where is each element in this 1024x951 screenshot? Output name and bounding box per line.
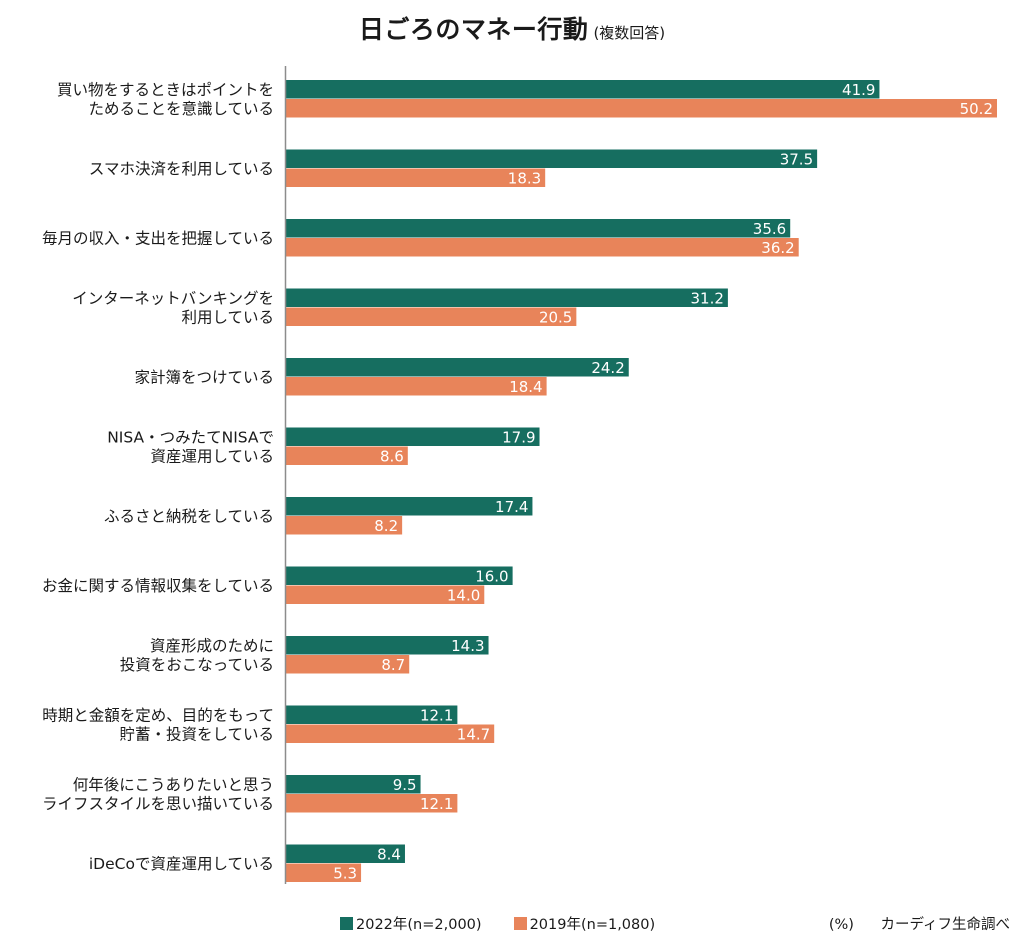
- value-label-2019-1: 18.3: [508, 170, 541, 188]
- bar-2022-10: [286, 775, 421, 794]
- source-note: (%) カーディフ生命調べ: [829, 913, 1010, 934]
- bar-2019-7: [286, 585, 485, 604]
- legend: 2022年(n=2,000) 2019年(n=1,080): [340, 913, 687, 934]
- value-label-2019-11: 5.3: [333, 865, 357, 883]
- bar-2022-5: [286, 427, 540, 446]
- value-label-2022-0: 41.9: [842, 81, 875, 99]
- bar-2019-10: [286, 794, 458, 813]
- value-label-2022-10: 9.5: [393, 776, 417, 794]
- source-label: カーディフ生命調べ: [880, 917, 1010, 933]
- value-label-2022-5: 17.9: [502, 429, 535, 447]
- bar-2022-7: [286, 566, 513, 585]
- bar-2019-6: [286, 516, 403, 535]
- category-label-0-line0: 買い物をするときはポイントを: [57, 81, 274, 99]
- legend-label-2022: 2022年(n=2,000): [356, 917, 482, 933]
- bar-2022-2: [286, 219, 791, 238]
- legend-item-2022: 2022年(n=2,000): [340, 913, 482, 934]
- bar-2022-11: [286, 844, 405, 863]
- category-label-5-line1: 資産運用している: [150, 447, 274, 465]
- bar-2019-0: [286, 99, 997, 118]
- category-label-4: 家計簿をつけている: [134, 368, 274, 386]
- value-label-2019-10: 12.1: [420, 795, 453, 813]
- bars-group: 41.9 50.2 37.5 18.3 35.636.2 31.2 20.5 24.2 18.4…: [286, 80, 997, 883]
- category-label-8-line0: 資産形成のために: [150, 637, 274, 655]
- value-label-2019-3: 20.5: [539, 309, 572, 327]
- bar-2022-0: [286, 80, 880, 99]
- value-label-2019-6: 8.2: [374, 517, 398, 535]
- value-label-2022-9: 12.1: [420, 707, 453, 725]
- bar-2019-5: [286, 446, 408, 465]
- bar-2022-9: [286, 705, 458, 724]
- category-label-8-line1: 投資をおこなっている: [120, 656, 274, 674]
- bar-2022-8: [286, 636, 489, 655]
- chart-title-main: 日ごろのマネー行動: [358, 15, 589, 44]
- bar-2019-4: [286, 377, 547, 396]
- category-label-9-line1: 貯蓄・投資をしている: [119, 725, 274, 743]
- category-label-9-line0: 時期と金額を定め、目的をもって: [42, 706, 274, 724]
- value-label-2019-4: 18.4: [509, 378, 542, 396]
- category-label-1: スマホ決済を利用している: [89, 160, 274, 178]
- bar-2022-3: [286, 288, 728, 307]
- category-label-2: 毎月の収入・支出を把握している: [42, 229, 274, 247]
- category-labels-group: 買い物をするときはポイントをためることを意識しているスマホ決済を利用している毎月…: [42, 81, 274, 873]
- bar-2019-3: [286, 307, 577, 326]
- bar-2022-6: [286, 497, 533, 516]
- legend-item-2019: 2019年(n=1,080): [513, 913, 656, 934]
- unit-label: (%): [828, 917, 854, 933]
- category-label-7: お金に関する情報収集をしている: [42, 577, 274, 595]
- category-label-10-line0: 何年後にこうありたいと思う: [73, 776, 274, 794]
- category-label-0-line1: ためることを意識している: [88, 99, 274, 118]
- value-label-2019-2: 36.2: [761, 239, 794, 257]
- chart-subtitle: (複数回答): [593, 24, 666, 42]
- bar-2022-1: [286, 149, 818, 168]
- value-label-2019-7: 14.0: [447, 587, 480, 605]
- value-label-2022-3: 31.2: [690, 290, 723, 308]
- category-label-3-line1: 利用している: [181, 308, 274, 326]
- bar-2019-2: [286, 238, 799, 257]
- category-label-5-line0: NISA・つみたてNISAで: [107, 428, 274, 446]
- value-label-2022-4: 24.2: [591, 359, 624, 377]
- legend-swatch-2019: [513, 917, 527, 930]
- value-label-2022-1: 37.5: [780, 151, 813, 169]
- value-label-2022-6: 17.4: [495, 498, 528, 516]
- value-label-2022-7: 16.0: [475, 568, 508, 586]
- value-label-2019-5: 8.6: [380, 448, 404, 466]
- bar-2019-11: [286, 863, 362, 882]
- value-label-2022-8: 14.3: [451, 637, 484, 655]
- chart-title: 日ごろのマネー行動 (複数回答): [0, 10, 1024, 46]
- bar-2019-1: [286, 168, 546, 187]
- category-label-10-line1: ライフスタイルを思い描いている: [42, 795, 274, 813]
- bar-2019-8: [286, 655, 410, 674]
- value-label-2019-8: 8.7: [381, 656, 405, 674]
- legend-swatch-2022: [340, 917, 353, 930]
- legend-label-2019: 2019年(n=1,080): [529, 917, 656, 933]
- category-label-11: iDeCoで資産運用している: [89, 855, 274, 873]
- value-label-2022-2: 35.6: [753, 220, 786, 238]
- category-label-3-line0: インターネットバンキングを: [72, 289, 274, 307]
- bar-2019-9: [286, 724, 495, 743]
- bar-2022-4: [286, 358, 629, 377]
- value-label-2019-9: 14.7: [457, 726, 490, 744]
- value-label-2022-11: 8.4: [377, 846, 401, 864]
- value-label-2019-0: 50.2: [960, 100, 993, 118]
- category-label-6: ふるさと納税をしている: [104, 507, 274, 525]
